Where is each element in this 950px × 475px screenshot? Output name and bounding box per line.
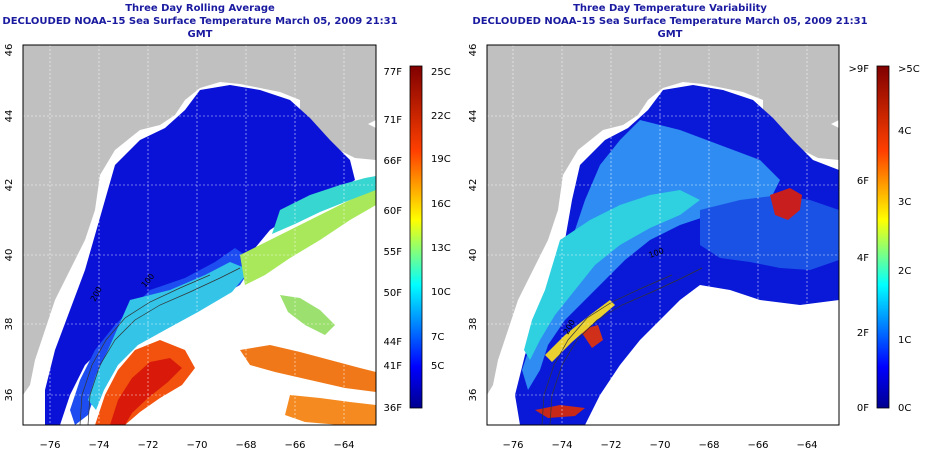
left-cb-f-label: 50F [384, 288, 403, 299]
right-land [487, 45, 839, 395]
right-var-hotspot-1 [770, 188, 802, 220]
right-cb-c-label: 4C [898, 126, 911, 137]
left-isobath-contour [87, 267, 241, 425]
right-lon-tick: −74 [551, 440, 572, 451]
left-lat-tick: 36 [4, 389, 15, 402]
left-cb-f-label: 71F [384, 115, 403, 126]
left-land-nova-scotia [300, 100, 376, 160]
left-cb-c-label: 16C [431, 199, 451, 210]
right-lon-tick: −68 [698, 440, 719, 451]
left-cb-f-label: 60F [384, 206, 403, 217]
left-sst-green-patch [280, 295, 335, 335]
left-lon-tick: −72 [137, 440, 158, 451]
left-cb-c-label: 19C [431, 154, 451, 165]
left-colorbar: 77F 71F 66F 60F 55F 50F 44F 41F 36F 25C … [384, 65, 451, 414]
right-map-border [486, 44, 840, 426]
right-map-title-block: Three Day Temperature Variability DECLOU… [470, 2, 870, 41]
left-lat-tick: 38 [4, 318, 15, 331]
left-lat-tick: 44 [4, 110, 15, 123]
right-lon-tick: −64 [796, 440, 817, 451]
left-cb-c-label: 10C [431, 287, 451, 298]
left-graticule [23, 45, 376, 425]
right-land-nova-scotia [763, 100, 839, 160]
right-lon-axis: −76 −74 −72 −70 −68 −66 −64 [502, 440, 817, 451]
left-lon-tick: −76 [39, 440, 60, 451]
left-lat-tick: 42 [4, 179, 15, 192]
right-var-streak [545, 300, 615, 362]
right-cb-c-label: 2C [898, 266, 911, 277]
right-map: 200 100 −76 −74 −72 −70 −68 −66 −64 36 3… [468, 44, 920, 451]
right-var-hotspot-3 [535, 405, 585, 418]
right-isobath-contour [549, 267, 703, 425]
right-colorbar: >9F 6F 4F 2F 0F >5C 4C 3C 2C 1C 0C [849, 64, 920, 414]
right-cb-f-label: 6F [857, 176, 869, 187]
left-sst-gulf-stream-core [110, 358, 182, 425]
right-cb-c-label: 3C [898, 197, 911, 208]
right-lat-tick: 36 [468, 389, 479, 402]
left-lon-tick: −68 [235, 440, 256, 451]
left-map-subtitle: DECLOUDED NOAA–15 Sea Surface Temperatur… [2, 16, 398, 40]
left-isobath-contour-2 [79, 274, 211, 425]
left-cb-f-label: 77F [384, 67, 403, 78]
right-lat-tick: 42 [468, 179, 479, 192]
right-var-east [700, 195, 839, 270]
left-cb-f-label: 55F [384, 247, 403, 258]
right-lat-tick: 38 [468, 318, 479, 331]
left-cb-f-label: 41F [384, 361, 403, 372]
left-sst-transition [88, 262, 250, 410]
left-sst-cyan-band [272, 176, 376, 234]
left-lon-axis: −76 −74 −72 −70 −68 −66 −64 [39, 440, 354, 451]
right-var-cyan [524, 190, 700, 360]
right-map-subtitle: DECLOUDED NOAA–15 Sea Surface Temperatur… [472, 16, 868, 40]
right-lon-tick: −72 [600, 440, 621, 451]
right-cb-c-label: 1C [898, 335, 911, 346]
left-cb-c-label: 7C [431, 332, 444, 343]
right-lat-axis: 36 38 40 42 44 46 [468, 44, 479, 402]
left-lat-tick: 46 [4, 44, 15, 57]
left-land [23, 45, 376, 395]
right-lon-tick: −70 [649, 440, 670, 451]
right-graticule [487, 45, 839, 425]
right-isobath-contour-2 [541, 274, 673, 425]
right-lon-tick: −66 [747, 440, 768, 451]
left-cb-c-label: 13C [431, 243, 451, 254]
right-colorbar-scale [876, 65, 890, 409]
left-cb-c-label: 5C [431, 361, 444, 372]
left-cb-f-label: 44F [384, 337, 403, 348]
right-lat-tick: 44 [468, 110, 479, 123]
left-sst-warm-band [240, 185, 376, 285]
left-map-title: Three Day Rolling Average [125, 3, 275, 14]
left-map-border [22, 44, 377, 426]
left-lat-tick: 40 [4, 249, 15, 262]
right-cb-f-label: >9F [849, 64, 870, 75]
right-var-moderate [522, 120, 780, 390]
right-lat-tick: 46 [468, 44, 479, 57]
left-sst-warm-patch [285, 395, 376, 425]
left-map-title-block: Three Day Rolling Average DECLOUDED NOAA… [0, 2, 400, 41]
right-cb-f-label: 4F [857, 253, 869, 264]
right-var-hotspot-2 [580, 325, 603, 348]
right-lat-tick: 40 [468, 249, 479, 262]
left-colorbar-scale [409, 65, 423, 409]
left-cb-c-label: 25C [431, 67, 451, 78]
left-lon-tick: −64 [333, 440, 354, 451]
right-lon-tick: −76 [502, 440, 523, 451]
right-cb-c-label: >5C [898, 64, 920, 75]
left-lon-tick: −70 [186, 440, 207, 451]
left-map: 200 100 −76 −74 −72 −70 −68 −66 −64 36 3… [4, 44, 451, 451]
right-cb-f-label: 2F [857, 328, 869, 339]
right-cb-c-label: 0C [898, 403, 911, 414]
left-sst-warm-eddies [240, 345, 376, 392]
left-lon-tick: −66 [284, 440, 305, 451]
right-map-title: Three Day Temperature Variability [573, 3, 767, 14]
left-cb-c-label: 22C [431, 111, 451, 122]
left-cb-f-label: 36F [384, 403, 403, 414]
left-lat-axis: 36 38 40 42 44 46 [4, 44, 15, 402]
left-cb-f-label: 66F [384, 156, 403, 167]
left-lon-tick: −74 [88, 440, 109, 451]
right-cb-f-label: 0F [857, 403, 869, 414]
